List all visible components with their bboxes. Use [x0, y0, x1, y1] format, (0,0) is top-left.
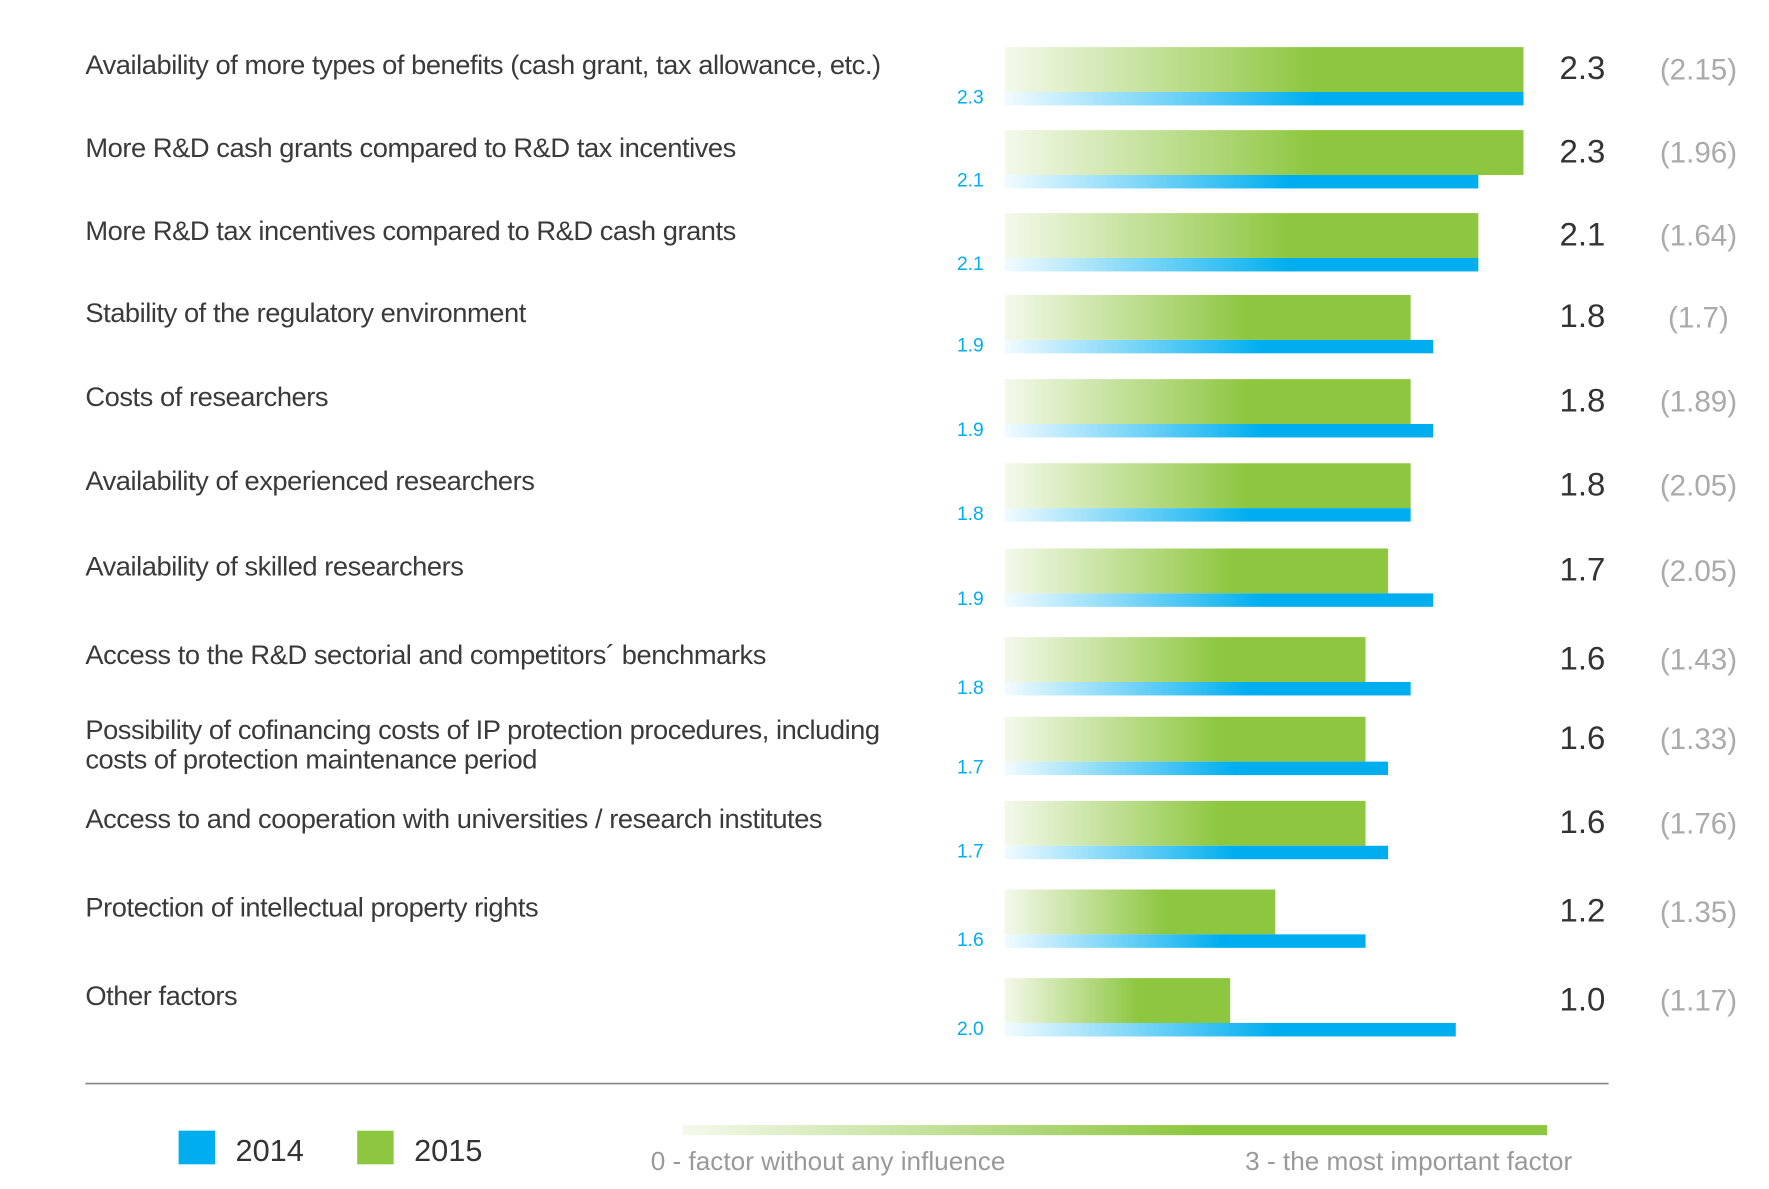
legend-swatch: [178, 1130, 216, 1165]
category-label: Access to and cooperation with universit…: [85, 805, 823, 835]
comparison-label: (1.96): [1660, 137, 1737, 170]
category-label-box: More R&D cash grants compared to R&D tax…: [85, 134, 736, 164]
bar-2014: [1004, 174, 1479, 189]
bar-2014: [1004, 424, 1434, 438]
comparison-label: (2.05): [1660, 470, 1737, 503]
value-label-2015: 1.8: [1560, 381, 1606, 418]
category-label-box: Availability of experienced researchers: [85, 467, 535, 497]
category-label-box: Stability of the regulatory environment: [85, 299, 526, 329]
category-label: Availability of more types of benefits (…: [85, 51, 881, 81]
category-label-box: Costs of researchers: [85, 383, 329, 413]
bar-2014: [1004, 761, 1389, 776]
legend-swatch: [357, 1130, 394, 1165]
category-label: Availability of experienced researchers: [85, 467, 535, 497]
scale-legend-bar: [682, 1125, 1548, 1136]
value-label-2015: 1.8: [1560, 466, 1606, 503]
value-label-2014: 1.9: [957, 589, 984, 610]
bar-2015: [1004, 379, 1411, 425]
bar-2015: [1004, 130, 1524, 175]
bar-2015: [1004, 978, 1231, 1023]
category-label-box: Availability of skilled researchers: [85, 552, 464, 583]
category-label-box: More R&D tax incentives compared to R&D …: [85, 217, 736, 247]
category-label-box: Availability of more types of benefits (…: [85, 51, 881, 81]
value-label-2015: 1.6: [1560, 803, 1606, 840]
comparison-label: (1.64): [1660, 220, 1737, 253]
value-label-2015: 1.0: [1560, 980, 1606, 1017]
comparison-label: (2.15): [1660, 54, 1737, 87]
value-label-2014: 2.3: [957, 88, 984, 109]
category-label-box: Access to the R&D sectorial and competit…: [85, 641, 766, 671]
scale-legend-high: 3 - the most important factor: [1245, 1146, 1572, 1176]
category-label: Stability of the regulatory environment: [85, 299, 526, 329]
comparison-label: (2.05): [1660, 555, 1737, 588]
bar-2015: [1004, 889, 1276, 935]
category-label-box: Other factors: [85, 982, 238, 1012]
category-label: Protection of intellectual property righ…: [85, 893, 539, 924]
category-label: Access to the R&D sectorial and competit…: [85, 641, 766, 671]
value-label-2014: 1.7: [957, 758, 984, 779]
comparison-label: (1.7): [1668, 302, 1729, 335]
bar-2014: [1004, 681, 1411, 696]
value-label-2015: 1.7: [1560, 551, 1606, 588]
value-label-2015: 2.3: [1560, 132, 1606, 169]
value-label-2014: 1.9: [957, 336, 984, 357]
category-label: Costs of researchers: [85, 383, 329, 413]
bar-2014: [1004, 934, 1366, 948]
bar-2014: [1004, 257, 1479, 272]
value-label-2015: 1.8: [1560, 297, 1606, 334]
bar-2015: [1004, 548, 1389, 594]
value-label-2014: 1.7: [957, 842, 984, 863]
comparison-label: (1.33): [1660, 723, 1737, 756]
value-label-2014: 1.8: [957, 678, 984, 699]
value-label-2014: 2.0: [957, 1019, 984, 1040]
bar-2015: [1004, 463, 1411, 509]
value-label-2015: 1.6: [1560, 639, 1606, 676]
value-label-2014: 1.8: [957, 504, 984, 525]
category-label: More R&D tax incentives compared to R&D …: [85, 217, 736, 247]
bar-2014: [1004, 91, 1524, 106]
comparison-label: (1.17): [1660, 985, 1737, 1018]
value-label-2015: 1.6: [1560, 719, 1606, 756]
bar-2015: [1004, 800, 1366, 846]
bar-2014: [1004, 339, 1434, 354]
legend-label: 2014: [235, 1134, 303, 1168]
comparison-label: (1.43): [1660, 644, 1737, 677]
value-label-2014: 1.9: [957, 420, 984, 441]
bar-2015: [1004, 716, 1366, 762]
category-label: More R&D cash grants compared to R&D tax…: [85, 134, 736, 164]
legend-label: 2015: [414, 1134, 482, 1168]
bar-2015: [1004, 637, 1366, 682]
value-label-2014: 2.1: [957, 171, 984, 192]
bar-2014: [1004, 508, 1411, 522]
category-label-box: Access to and cooperation with universit…: [85, 805, 823, 835]
bar-2015: [1004, 295, 1411, 340]
value-label-2015: 2.1: [1560, 215, 1606, 252]
scale-legend-low: 0 - factor without any influence: [651, 1146, 1006, 1176]
value-label-2014: 2.1: [957, 254, 984, 275]
category-label: Availability of skilled researchers: [85, 552, 464, 583]
bar-2014: [1004, 1022, 1456, 1037]
comparison-label: (1.89): [1660, 386, 1737, 419]
bar-2014: [1004, 845, 1389, 860]
comparison-label: (1.35): [1660, 896, 1737, 929]
value-label-2014: 1.6: [957, 930, 984, 951]
category-label: Possibility of cofinancing costs of IP p…: [85, 716, 880, 776]
category-label-box: Possibility of cofinancing costs of IP p…: [85, 716, 880, 776]
value-label-2015: 2.3: [1560, 49, 1606, 86]
category-label-box: Protection of intellectual property righ…: [85, 893, 539, 924]
bar-2015: [1004, 47, 1524, 92]
category-label: Other factors: [85, 982, 238, 1012]
comparison-label: (1.76): [1660, 807, 1737, 840]
value-label-2015: 1.2: [1560, 892, 1606, 929]
bar-2014: [1004, 593, 1434, 607]
bar-2015: [1004, 213, 1479, 258]
